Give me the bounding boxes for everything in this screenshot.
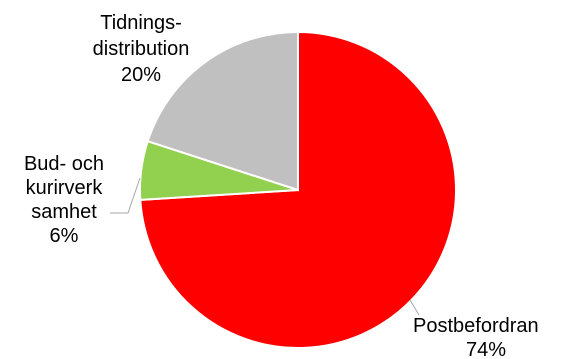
- slice-value-label: 20%: [121, 64, 161, 86]
- leader-line-bud-och-kurirverksamhet: [110, 177, 141, 214]
- slice-label-bud-och-kurirverksamhet: Bud- och kurirverk samhet 6%: [24, 153, 104, 247]
- leader-line-postbefordran: [409, 299, 420, 316]
- slice-name-line: Bud- och: [24, 153, 104, 175]
- slice-name-line: samhet: [31, 201, 97, 223]
- slice-value-label: 6%: [50, 225, 79, 247]
- pie-slices: [139, 30, 457, 349]
- slice-name-line: distribution: [93, 38, 190, 60]
- slice-name-line: Postbefordran: [413, 315, 539, 337]
- leader-lines: [110, 177, 420, 316]
- pie-slice-tidningsdistribution: [146, 30, 299, 192]
- slice-label-tidningsdistribution: Tidnings-distribution 20%: [93, 12, 190, 86]
- slice-labels: Postbefordran 74% Bud- och kurirverk samhet 6…: [24, 12, 539, 359]
- slice-label-postbefordran: Postbefordran 74%: [413, 315, 539, 359]
- slice-value-label: 74%: [466, 339, 506, 359]
- slice-name-line: Tidnings-: [100, 12, 182, 34]
- slice-name-line: kurirverk: [26, 177, 104, 199]
